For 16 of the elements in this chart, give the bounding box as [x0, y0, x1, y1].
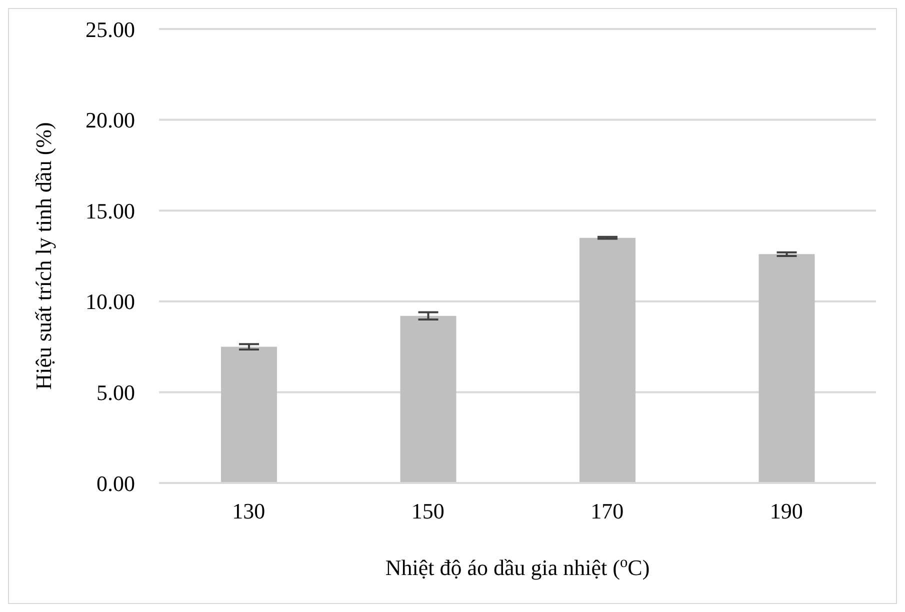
x-tick-label: 190 [770, 498, 803, 524]
bar [758, 254, 815, 483]
y-tick-label: 5.00 [96, 380, 135, 406]
y-tick-label: 20.00 [86, 108, 135, 133]
y-axis-title: Hiệu suất trích ly tinh dầu (%) [31, 122, 56, 390]
bar [221, 346, 277, 483]
bar [580, 238, 636, 483]
bar [400, 316, 456, 483]
y-tick-label: 15.00 [86, 198, 135, 224]
x-axis-title: Nhiệt độ áo dầu gia nhiệt ($^{o}$C) [385, 554, 650, 580]
y-tick-label: 0.00 [96, 470, 135, 496]
x-tick-label: 170 [590, 498, 624, 524]
y-tick-label: 10.00 [86, 289, 135, 314]
x-tick-label: 130 [232, 498, 266, 524]
y-tick-label: 25.00 [86, 16, 135, 42]
x-tick-label: 150 [411, 498, 444, 524]
